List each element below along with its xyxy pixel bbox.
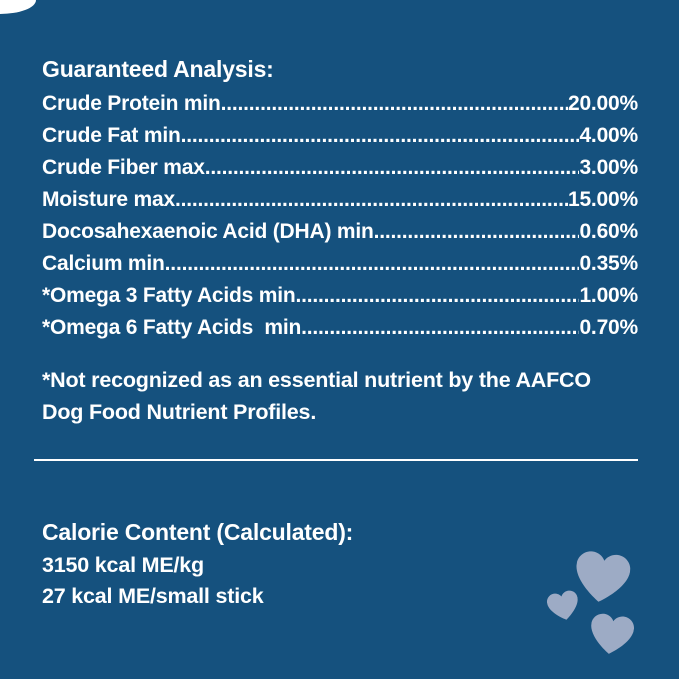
aafco-footnote-line2: Dog Food Nutrient Profiles. [42, 400, 317, 424]
nutrient-value: 1.00% [579, 284, 638, 307]
nutrient-value: 4.00% [579, 124, 638, 147]
calorie-per-kg: 3150 kcal ME/kg [42, 553, 204, 577]
calorie-content-title: Calorie Content (Calculated): [42, 519, 354, 545]
section-divider [34, 459, 638, 461]
nutrient-value: 3.00% [579, 156, 638, 179]
dot-leader [165, 248, 580, 280]
nutrient-name: Moisture max [42, 188, 175, 211]
calorie-content-section: Calorie Content (Calculated): 3150 kcal … [42, 514, 353, 612]
nutrient-name: Calcium min [42, 252, 165, 275]
dot-leader [181, 120, 580, 152]
dot-leader [205, 152, 580, 184]
calorie-per-stick: 27 kcal ME/small stick [42, 584, 264, 608]
nutrient-name: *Omega 6 Fatty Acids min [42, 316, 302, 339]
dot-leader [296, 280, 580, 312]
nutrient-name: Crude Fat min [42, 124, 181, 147]
table-row: *Omega 3 Fatty Acids min 1.00% [42, 280, 638, 312]
page-corner-cut [0, 0, 36, 14]
aafco-footnote-line1: *Not recognized as an essential nutrient… [42, 368, 591, 392]
nutrient-value: 20.00% [567, 92, 638, 115]
dot-leader [301, 312, 579, 344]
nutrient-value: 0.60% [579, 220, 638, 243]
nutrient-name: Docosahexaenoic Acid (DHA) min [42, 220, 374, 243]
nutrient-name: Crude Protein min [42, 92, 221, 115]
dot-leader [374, 216, 580, 248]
heart-icon-medium [587, 611, 635, 658]
table-row: Moisture max 15.00% [42, 184, 638, 216]
aafco-footnote: *Not recognized as an essential nutrient… [42, 364, 638, 428]
nutrient-value: 15.00% [567, 188, 638, 211]
nutrient-name: *Omega 3 Fatty Acids min [42, 284, 296, 307]
nutrient-value: 0.35% [579, 252, 638, 275]
heart-icon-small [545, 588, 582, 624]
table-row: Crude Fiber max 3.00% [42, 152, 638, 184]
dot-leader [221, 88, 568, 120]
table-row: Crude Protein min 20.00% [42, 88, 638, 120]
table-row: Crude Fat min 4.00% [42, 120, 638, 152]
dot-leader [175, 184, 568, 216]
table-row: Calcium min 0.35% [42, 248, 638, 280]
table-row: Docosahexaenoic Acid (DHA) min 0.60% [42, 216, 638, 248]
heart-icon-large [572, 548, 633, 606]
guaranteed-analysis-title: Guaranteed Analysis: [42, 56, 274, 82]
nutrient-value: 0.70% [579, 316, 638, 339]
guaranteed-analysis-section: Guaranteed Analysis: Crude Protein min 2… [42, 52, 638, 428]
table-row: *Omega 6 Fatty Acids min 0.70% [42, 312, 638, 344]
nutrient-name: Crude Fiber max [42, 156, 205, 179]
